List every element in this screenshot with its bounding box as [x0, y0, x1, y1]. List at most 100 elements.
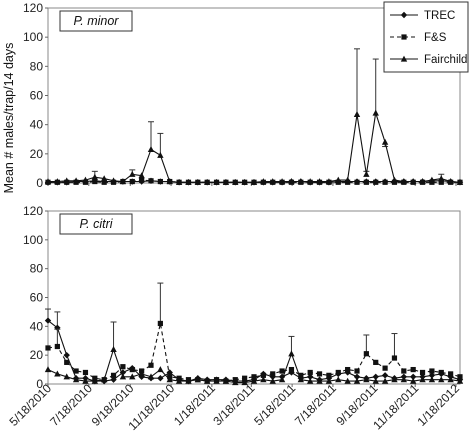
- data-point: [373, 179, 379, 185]
- legend-entry: F&S: [390, 32, 447, 44]
- data-point: [298, 372, 304, 378]
- data-point: [157, 320, 163, 327]
- y-tick-label: 40: [30, 118, 44, 132]
- data-point: [381, 377, 389, 384]
- data-point: [260, 372, 266, 378]
- data-point: [409, 373, 417, 380]
- data-point: [72, 376, 80, 383]
- data-point: [447, 376, 454, 383]
- data-point: [91, 377, 99, 384]
- data-point: [428, 176, 436, 183]
- data-point: [363, 351, 369, 357]
- data-point: [410, 366, 416, 373]
- svg-text:Fairchild: Fairchild: [424, 54, 467, 66]
- data-point: [269, 178, 276, 185]
- data-point: [447, 178, 454, 185]
- data-point: [373, 359, 379, 365]
- data-point: [232, 379, 239, 386]
- data-point: [148, 178, 154, 184]
- data-point: [353, 111, 361, 118]
- data-point: [316, 178, 323, 185]
- y-tick-label: 0: [36, 176, 43, 190]
- data-point: [344, 377, 351, 384]
- data-point: [110, 372, 117, 378]
- data-point: [120, 364, 126, 370]
- data-point: [335, 369, 341, 376]
- y-tick-label: 100: [23, 30, 43, 44]
- data-point: [185, 377, 192, 384]
- data-point: [54, 178, 61, 185]
- data-point: [270, 371, 276, 377]
- data-point: [147, 146, 155, 153]
- y-tick-label: 80: [30, 262, 44, 276]
- data-point: [92, 178, 98, 185]
- data-point: [381, 138, 389, 145]
- data-point: [129, 366, 135, 373]
- data-point: [91, 173, 99, 180]
- data-point: [457, 374, 463, 380]
- x-tick-label: 3/18/2011: [210, 381, 257, 428]
- svg-text:P. minor: P. minor: [74, 14, 120, 28]
- data-point: [63, 351, 70, 359]
- x-tick-label: 7/18/2011: [292, 381, 339, 428]
- data-point: [166, 376, 173, 383]
- data-point: [44, 178, 52, 185]
- data-point: [363, 376, 370, 383]
- data-point: [325, 377, 333, 384]
- data-point: [297, 376, 305, 383]
- data-point: [148, 362, 154, 368]
- data-point: [250, 377, 258, 384]
- data-point: [175, 178, 183, 185]
- data-point: [203, 178, 211, 185]
- legend-marker: [401, 34, 407, 40]
- data-point: [175, 377, 183, 384]
- data-point: [297, 178, 305, 185]
- series-trec: [44, 308, 464, 385]
- data-point: [363, 170, 370, 177]
- x-axis-labels: 5/18/20107/18/20109/18/201011/18/20101/1…: [6, 381, 462, 433]
- data-point: [306, 377, 314, 384]
- data-point: [54, 324, 61, 331]
- legend-entry: TREC: [390, 10, 455, 22]
- y-tick-label: 40: [30, 319, 44, 333]
- data-point: [307, 369, 313, 376]
- data-point: [288, 178, 295, 185]
- series-fairchild: [44, 321, 464, 386]
- data-point: [438, 376, 445, 383]
- data-point: [73, 368, 79, 374]
- data-point: [242, 375, 248, 381]
- data-point: [203, 377, 211, 384]
- data-point: [166, 369, 173, 376]
- data-point: [64, 359, 70, 365]
- data-point: [428, 372, 436, 379]
- x-tick-label: 5/18/2010: [6, 381, 54, 429]
- y-tick-label: 20: [30, 147, 44, 161]
- data-point: [363, 179, 369, 185]
- series-line: [47, 323, 461, 382]
- data-point: [82, 377, 89, 384]
- data-point: [456, 178, 464, 185]
- data-point: [278, 178, 286, 185]
- legend-marker: [400, 55, 408, 62]
- data-point: [260, 178, 267, 185]
- data-point: [129, 170, 136, 177]
- data-point: [241, 379, 248, 386]
- data-point: [400, 376, 408, 383]
- series-line: [47, 320, 461, 382]
- data-point: [354, 368, 360, 374]
- svg-text:P. citri: P. citri: [79, 217, 113, 231]
- panel-title: P. minor: [59, 10, 133, 32]
- x-tick-label: 7/18/2010: [47, 381, 95, 429]
- data-point: [100, 376, 108, 383]
- data-point: [129, 178, 135, 185]
- data-point: [101, 179, 107, 185]
- data-point: [316, 377, 323, 384]
- series-line: [48, 112, 461, 183]
- data-point: [194, 376, 202, 383]
- data-point: [241, 178, 248, 185]
- data-point: [185, 178, 192, 185]
- y-tick-label: 80: [30, 59, 44, 73]
- data-point: [409, 178, 417, 185]
- data-point: [409, 377, 417, 384]
